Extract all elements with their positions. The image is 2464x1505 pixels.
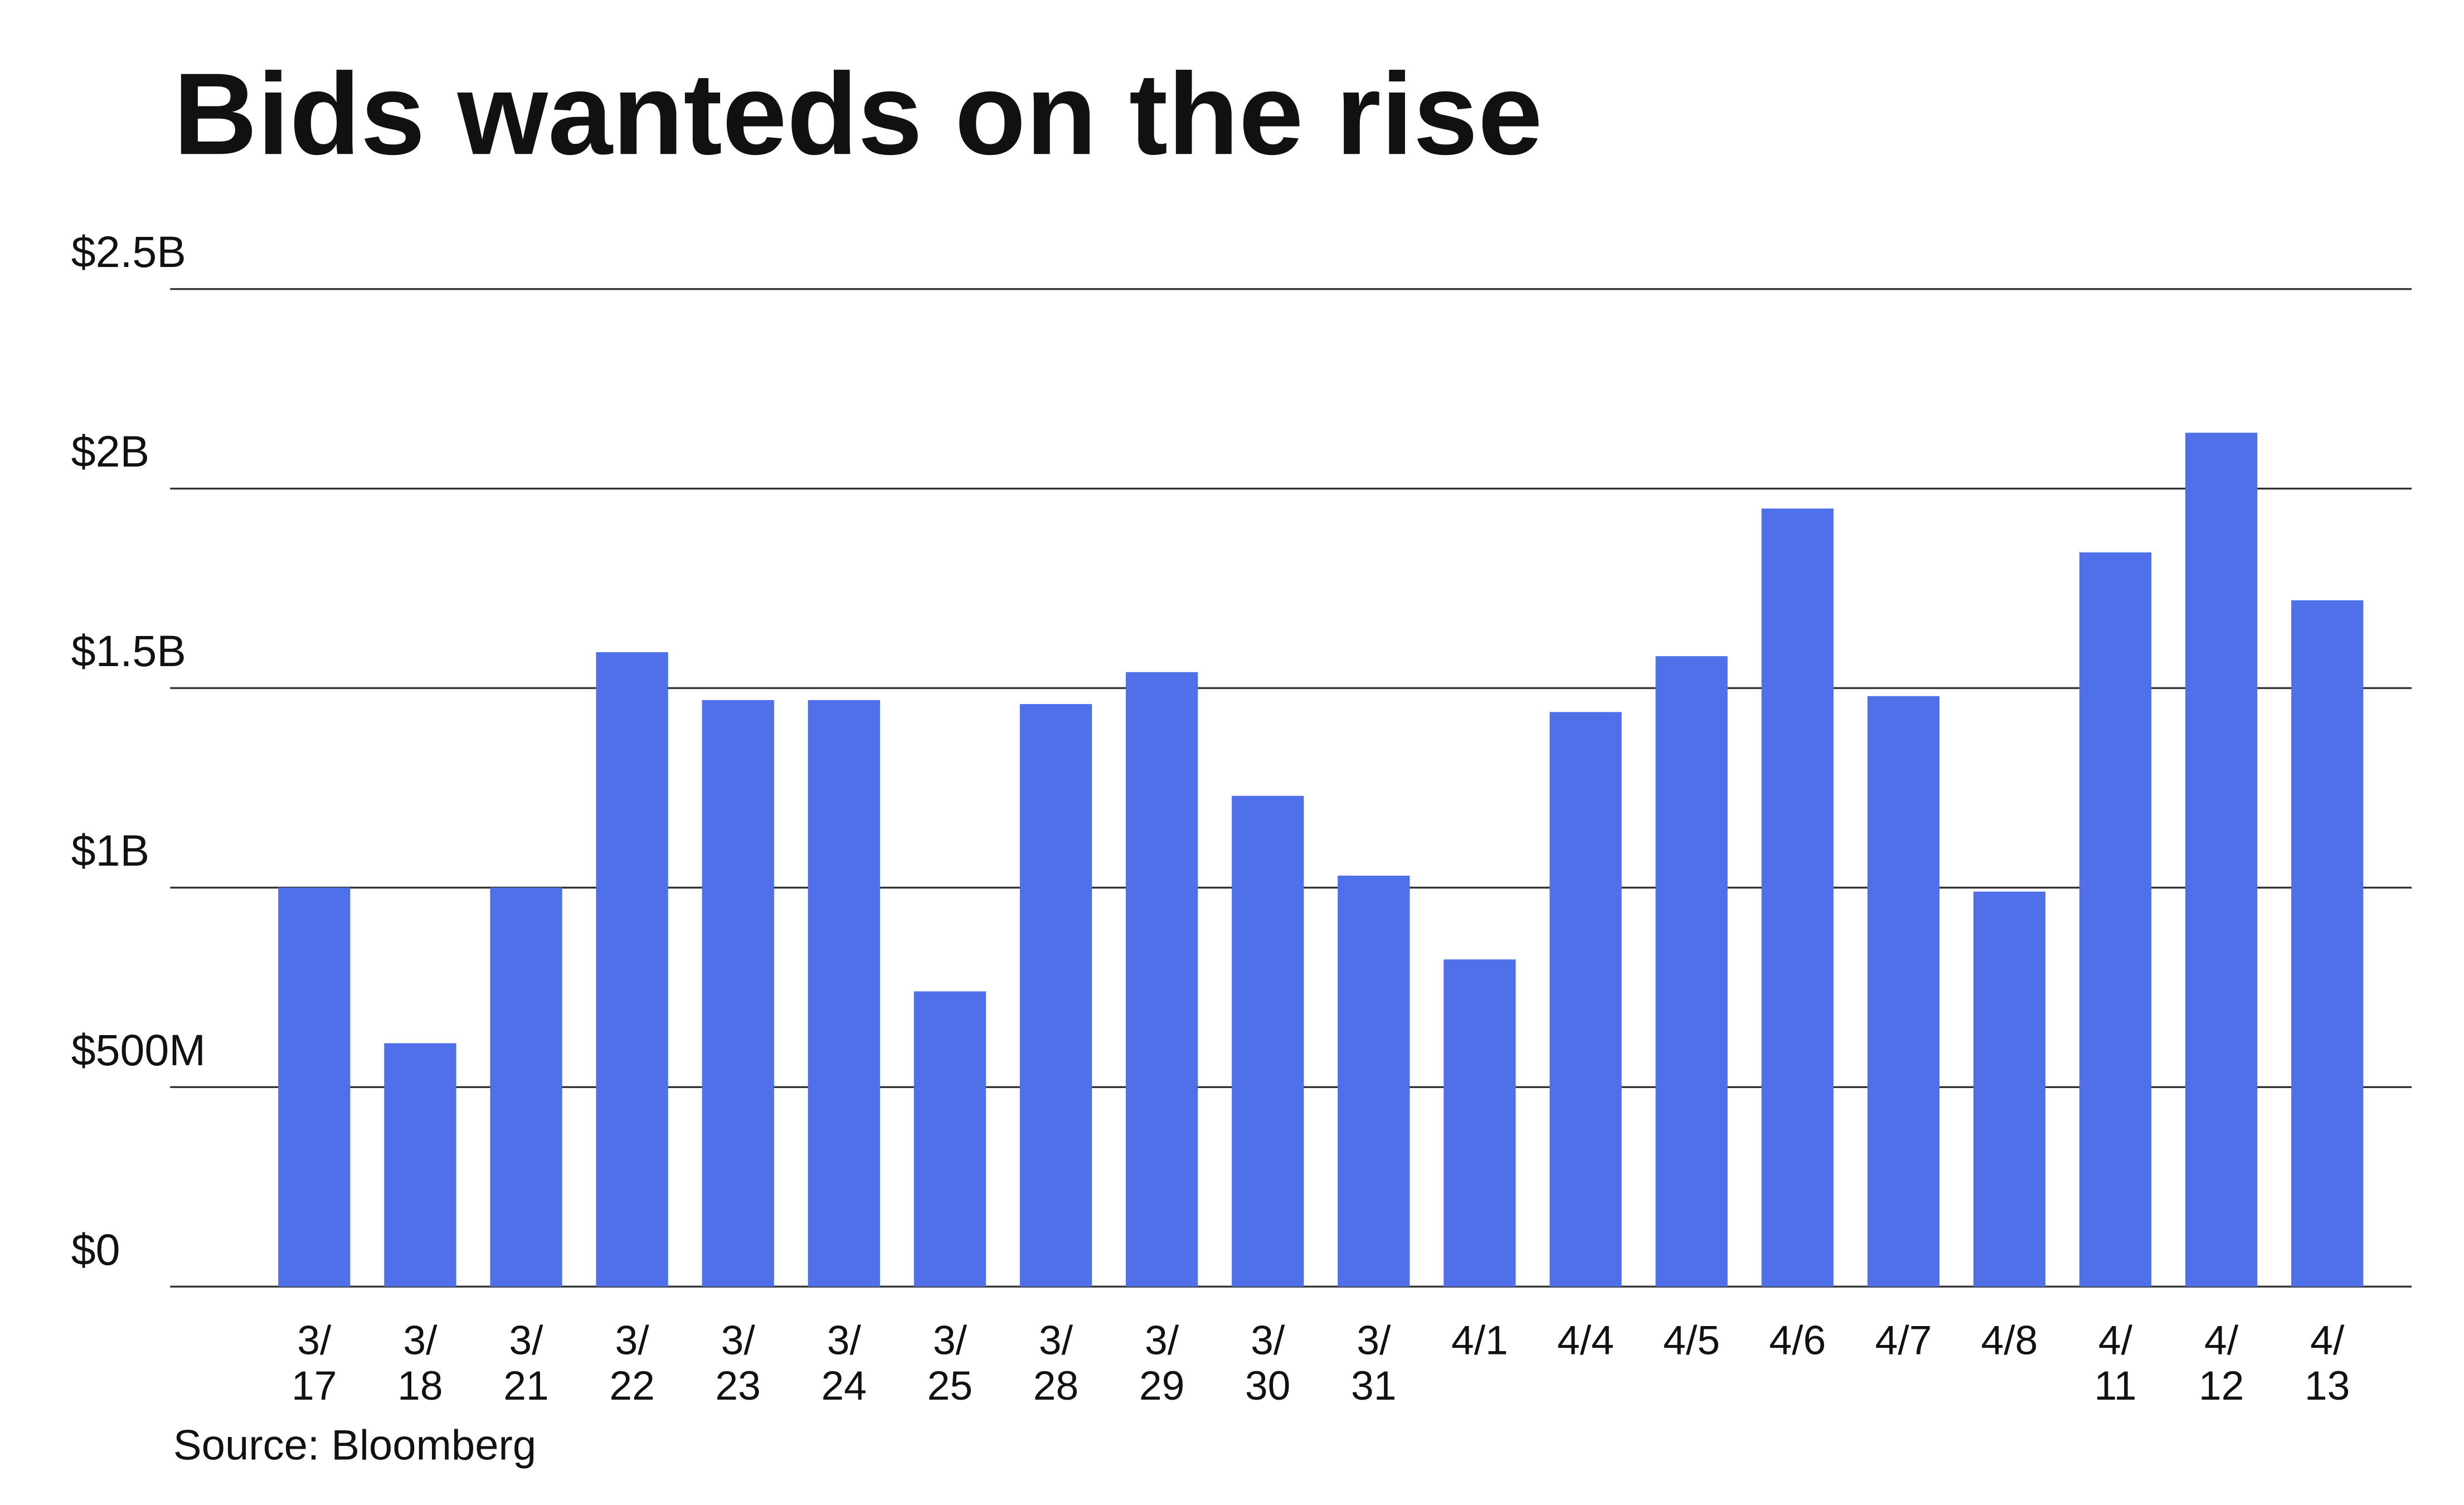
bar [1338,875,1410,1287]
bar [1232,795,1304,1287]
bar [1549,712,1622,1287]
y-tick-label: $500M [71,1026,206,1075]
bar [1973,891,2046,1287]
bar [2185,433,2258,1287]
bar [1444,959,1516,1287]
x-tick-label: 4/4 [1557,1317,1614,1363]
x-tick-label: 3/28 [1033,1317,1079,1409]
bar [2291,600,2364,1287]
bar [490,887,562,1287]
bar [278,887,351,1287]
bar [596,652,668,1287]
x-tick-label: 4/1 [1451,1317,1508,1363]
y-tick-label: $2B [71,427,149,476]
bar [1125,672,1198,1287]
x-tick-label: 3/21 [503,1317,549,1409]
x-tick-label: 4/13 [2305,1317,2350,1409]
y-tick-label: $1B [71,826,149,875]
source-note: Source: Bloomberg [173,1421,536,1469]
y-tick-label: $1.5B [71,627,186,676]
x-tick-label: 3/18 [397,1317,443,1409]
y-tick-label: $0 [71,1225,120,1274]
bar [1867,696,1940,1287]
bar [1019,704,1092,1287]
bar [384,1043,456,1287]
bar [913,991,986,1287]
x-tick-label: 3/31 [1351,1317,1397,1409]
x-tick-label: 3/22 [609,1317,655,1409]
bar [2079,552,2152,1287]
x-tick-label: 3/23 [715,1317,761,1409]
bar [808,700,880,1287]
x-tick-label: 4/8 [1981,1317,2038,1363]
x-tick-label: 3/17 [291,1317,337,1409]
x-tick-label: 3/25 [927,1317,973,1409]
x-tick-label: 4/7 [1875,1317,1932,1363]
bar [702,700,774,1287]
chart-title: Bids wanteds on the rise [173,49,1543,179]
bar [1761,508,1834,1287]
x-tick-label: 4/5 [1663,1317,1720,1363]
x-tick-label: 4/12 [2199,1317,2244,1409]
x-tick-label: 3/24 [822,1317,867,1409]
x-tick-label: 4/6 [1769,1317,1826,1363]
y-tick-label: $2.5B [71,227,186,276]
x-tick-label: 3/29 [1139,1317,1185,1409]
x-tick-label: 3/30 [1245,1317,1291,1409]
bar [1655,656,1728,1287]
x-tick-label: 4/11 [2094,1317,2136,1409]
